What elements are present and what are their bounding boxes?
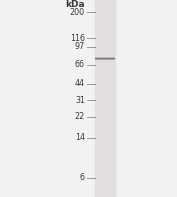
Text: 44: 44 xyxy=(75,79,85,88)
Text: 97: 97 xyxy=(75,42,85,51)
Text: 200: 200 xyxy=(70,8,85,17)
Bar xyxy=(95,0,115,197)
Text: kDa: kDa xyxy=(65,0,85,9)
Text: 14: 14 xyxy=(75,133,85,142)
Text: 116: 116 xyxy=(70,34,85,43)
Text: 31: 31 xyxy=(75,96,85,105)
Text: 6: 6 xyxy=(80,173,85,182)
Text: 66: 66 xyxy=(75,60,85,69)
Text: 22: 22 xyxy=(75,112,85,121)
